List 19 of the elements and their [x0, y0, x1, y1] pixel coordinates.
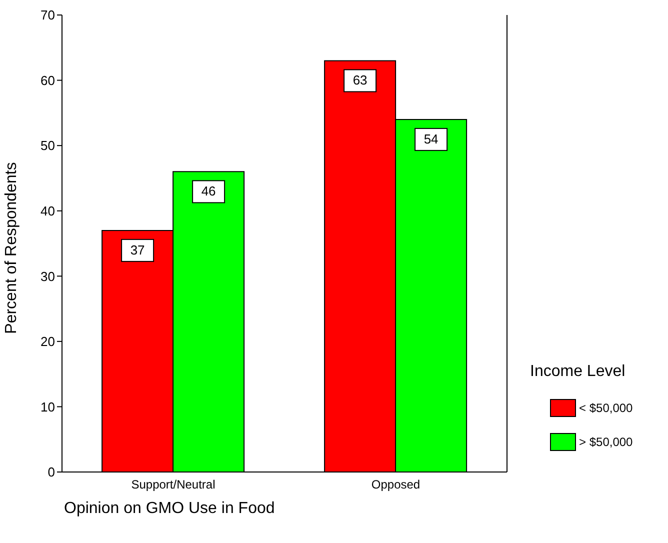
legend-label: < $50,000 — [579, 401, 633, 415]
data-label: 63 — [352, 72, 368, 88]
y-tick-label: 10 — [40, 399, 55, 414]
legend-label: > $50,000 — [579, 435, 633, 449]
x-tick-label: Support/Neutral — [131, 478, 216, 492]
y-tick-label: 20 — [40, 334, 55, 350]
legend-title: Income Level — [530, 363, 626, 381]
data-label: 46 — [201, 184, 216, 199]
y-tick-label: 60 — [40, 72, 55, 88]
x-axis-title: Opinion on GMO Use in Food — [64, 500, 275, 518]
data-label: 54 — [424, 131, 438, 146]
y-tick-label: 50 — [40, 138, 55, 154]
x-tick-label: Opposed — [371, 478, 420, 492]
y-tick-label: 0 — [48, 464, 55, 480]
y-tick-label: 30 — [40, 268, 55, 284]
data-label: 37 — [130, 242, 145, 258]
y-tick-label: 40 — [40, 203, 55, 218]
y-tick-label: 70 — [40, 8, 55, 23]
y-axis-title: Percent of Respondents — [3, 162, 21, 334]
